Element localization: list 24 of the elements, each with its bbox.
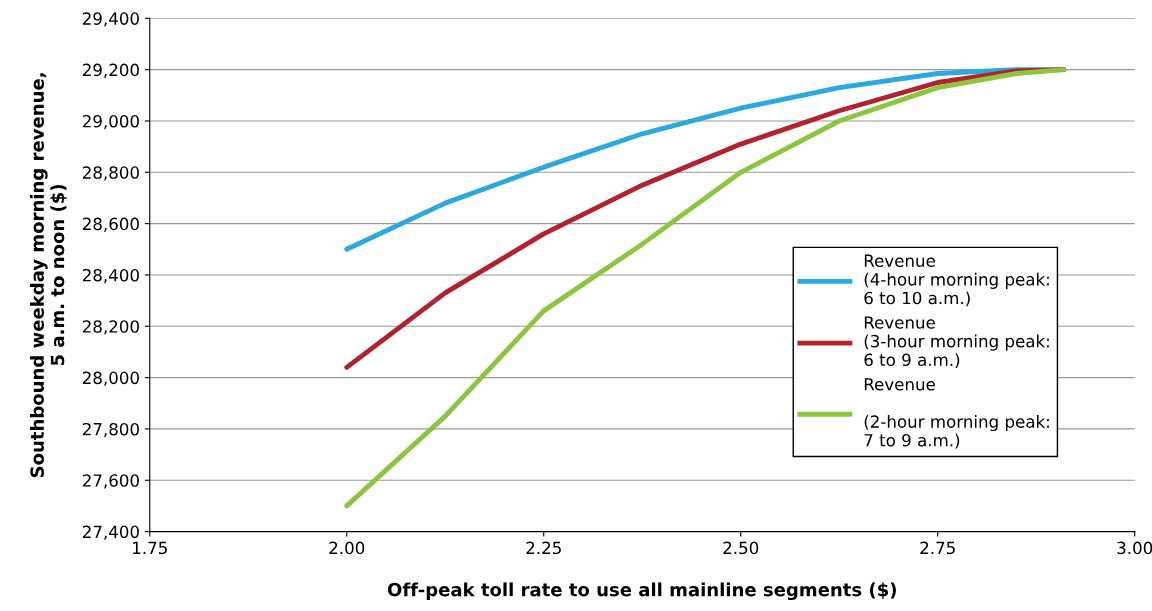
x-tick-label: 2.50 <box>723 541 759 555</box>
y-tick-label: 27,400 <box>82 525 139 540</box>
y-tick-label: 29,000 <box>82 114 139 130</box>
y-tick-label: 27,600 <box>82 474 139 489</box>
y-tick-label: 28,800 <box>82 166 139 181</box>
y-axis-title: Southbound weekday morning revenue, 5 a.m. to noon ($) <box>30 73 67 478</box>
line-series <box>344 67 1067 509</box>
legend-label: Revenue (4-hour morning peak: 6 to 10 a.m.) <box>864 254 1049 307</box>
x-tick-label: 2.75 <box>920 541 955 555</box>
y-tick-label: 28,200 <box>82 320 139 335</box>
x-axis-title: Off-peak toll rate to use all mainline segments ($) <box>387 582 896 601</box>
line-series <box>344 67 1067 252</box>
x-tick-label: 1.75 <box>133 541 167 555</box>
y-tick-label: 29,200 <box>82 63 139 78</box>
text: Revenue (2-hour morning peak: 7 to 9 a.m.) <box>864 378 1049 449</box>
y-tick-label: 27,800 <box>82 422 139 438</box>
x-tick-label: 2.25 <box>526 541 561 555</box>
y-tick-label: 28,600 <box>82 217 139 232</box>
legend-label: Revenue (3-hour morning peak: 6 to 9 a.m.) <box>864 316 1049 369</box>
y-tick-label: 28,000 <box>82 371 139 386</box>
y-tick-label: 29,400 <box>82 12 139 27</box>
x-tick-label: 2.00 <box>329 541 365 555</box>
x-tick-label: 3.00 <box>1117 541 1152 555</box>
y-tick-label: 28,400 <box>82 268 139 284</box>
